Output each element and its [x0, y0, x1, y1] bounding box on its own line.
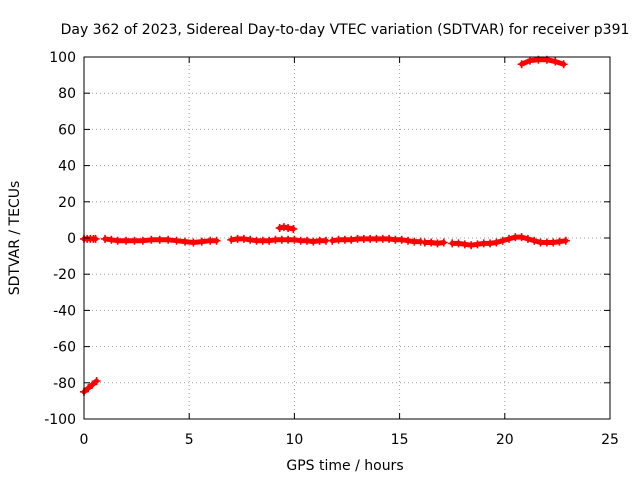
data-point [347, 235, 356, 244]
data-point [486, 239, 495, 248]
data-point [113, 236, 122, 245]
data-point [549, 238, 558, 247]
data-point [197, 237, 206, 246]
y-axis-label: SDTVAR / TECUs [7, 181, 23, 296]
x-axis-label: GPS time / hours [286, 458, 403, 474]
data-point [555, 237, 564, 246]
y-tick-label: 60 [58, 122, 76, 138]
data-point [172, 236, 181, 245]
x-tick-label: 0 [80, 432, 89, 448]
x-tick-label: 15 [391, 432, 409, 448]
data-point [155, 235, 164, 244]
data-point [460, 240, 469, 249]
data-point [227, 235, 236, 244]
data-point [101, 234, 110, 243]
data-point [526, 56, 535, 65]
y-tick-label: -20 [53, 267, 76, 283]
data-point [164, 235, 173, 244]
data-point [498, 236, 507, 245]
data-point [551, 57, 560, 66]
data-point [530, 236, 539, 245]
data-point [275, 224, 284, 233]
data-point [454, 239, 463, 248]
y-tick-label: 0 [67, 231, 76, 247]
y-tick-label: 80 [58, 86, 76, 102]
y-tick-label: 40 [58, 159, 76, 175]
data-point [385, 234, 394, 243]
y-tick-label: 100 [49, 50, 76, 66]
data-point [84, 384, 93, 393]
data-point [492, 238, 501, 247]
y-tick-label: -80 [53, 376, 76, 392]
y-tick-label: -60 [53, 340, 76, 356]
data-point [523, 234, 532, 243]
y-tick-label: -100 [44, 412, 76, 428]
data-point [517, 233, 526, 242]
data-point [404, 236, 413, 245]
data-point [130, 236, 139, 245]
data-point [92, 376, 101, 385]
data-segment [81, 378, 100, 395]
data-point [212, 236, 221, 245]
data-point [122, 236, 131, 245]
data-point [303, 236, 312, 245]
data-point [473, 240, 482, 249]
data-point [265, 236, 274, 245]
data-point [309, 237, 318, 246]
data-point [180, 237, 189, 246]
data-series [80, 55, 570, 396]
data-point [467, 241, 476, 250]
data-point [397, 235, 406, 244]
data-point [433, 239, 442, 248]
data-point [246, 235, 255, 244]
data-point [427, 238, 436, 247]
data-point [189, 238, 198, 247]
data-point [505, 234, 514, 243]
data-point [561, 236, 570, 245]
axis-ticks: 0 5 10 15 20 25 -100 -80 -60 -40 -20 0 20 40 60 80 100 [44, 50, 619, 448]
data-point [517, 60, 526, 69]
data-point [279, 223, 288, 232]
data-point [107, 235, 116, 244]
x-tick-label: 5 [185, 432, 194, 448]
data-point [239, 234, 248, 243]
y-tick-label: 20 [58, 195, 76, 211]
data-point [290, 235, 299, 244]
data-point [88, 380, 97, 389]
chart-title: Day 362 of 2023, Sidereal Day-to-day VTE… [61, 22, 630, 38]
x-tick-label: 25 [601, 432, 619, 448]
data-point [559, 60, 568, 69]
x-tick-label: 20 [496, 432, 514, 448]
data-point [138, 236, 147, 245]
y-tick-label: -40 [53, 303, 76, 319]
data-point [439, 238, 448, 247]
x-tick-label: 10 [285, 432, 303, 448]
data-point [147, 235, 156, 244]
data-point [289, 224, 298, 233]
data-point [91, 234, 100, 243]
data-point [328, 236, 337, 245]
data-point [284, 224, 293, 233]
